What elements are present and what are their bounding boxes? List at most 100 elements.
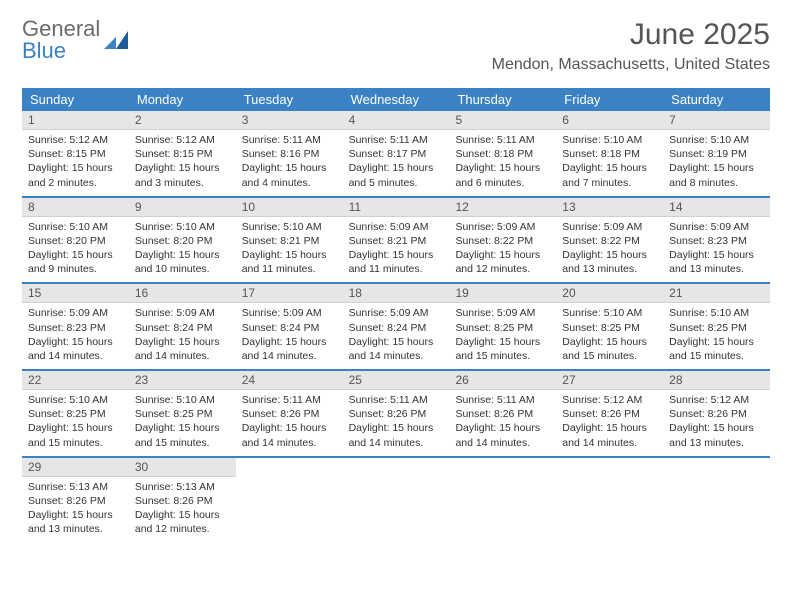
day-number: 22 <box>22 371 129 390</box>
calendar-cell: 24Sunrise: 5:11 AMSunset: 8:26 PMDayligh… <box>236 371 343 456</box>
calendar-cell-empty <box>449 458 556 543</box>
brand-text: General Blue <box>22 18 100 62</box>
day-number: 12 <box>449 198 556 217</box>
calendar-cell: 18Sunrise: 5:09 AMSunset: 8:24 PMDayligh… <box>343 284 450 369</box>
day-number: 5 <box>449 111 556 130</box>
day-body: Sunrise: 5:09 AMSunset: 8:22 PMDaylight:… <box>556 217 663 283</box>
calendar-cell: 8Sunrise: 5:10 AMSunset: 8:20 PMDaylight… <box>22 198 129 283</box>
day-number: 1 <box>22 111 129 130</box>
daylight-text: Daylight: 15 hours and 10 minutes. <box>135 248 230 276</box>
calendar-cell: 1Sunrise: 5:12 AMSunset: 8:15 PMDaylight… <box>22 111 129 196</box>
day-body: Sunrise: 5:10 AMSunset: 8:25 PMDaylight:… <box>556 303 663 369</box>
day-body: Sunrise: 5:10 AMSunset: 8:25 PMDaylight:… <box>663 303 770 369</box>
sunrise-text: Sunrise: 5:09 AM <box>135 306 230 320</box>
sunset-text: Sunset: 8:23 PM <box>28 321 123 335</box>
calendar-cell: 21Sunrise: 5:10 AMSunset: 8:25 PMDayligh… <box>663 284 770 369</box>
day-header: Wednesday <box>343 88 450 111</box>
calendar-cell: 30Sunrise: 5:13 AMSunset: 8:26 PMDayligh… <box>129 458 236 543</box>
day-header-row: SundayMondayTuesdayWednesdayThursdayFrid… <box>22 88 770 111</box>
daylight-text: Daylight: 15 hours and 11 minutes. <box>242 248 337 276</box>
calendar-cell: 23Sunrise: 5:10 AMSunset: 8:25 PMDayligh… <box>129 371 236 456</box>
day-body: Sunrise: 5:09 AMSunset: 8:23 PMDaylight:… <box>22 303 129 369</box>
day-number: 20 <box>556 284 663 303</box>
sunset-text: Sunset: 8:26 PM <box>242 407 337 421</box>
sunrise-text: Sunrise: 5:10 AM <box>135 220 230 234</box>
day-number: 8 <box>22 198 129 217</box>
week-row: 8Sunrise: 5:10 AMSunset: 8:20 PMDaylight… <box>22 198 770 285</box>
calendar-cell: 12Sunrise: 5:09 AMSunset: 8:22 PMDayligh… <box>449 198 556 283</box>
calendar-cell: 14Sunrise: 5:09 AMSunset: 8:23 PMDayligh… <box>663 198 770 283</box>
calendar-cell: 2Sunrise: 5:12 AMSunset: 8:15 PMDaylight… <box>129 111 236 196</box>
sunset-text: Sunset: 8:19 PM <box>669 147 764 161</box>
calendar-cell: 9Sunrise: 5:10 AMSunset: 8:20 PMDaylight… <box>129 198 236 283</box>
day-header: Monday <box>129 88 236 111</box>
day-number: 4 <box>343 111 450 130</box>
sunset-text: Sunset: 8:20 PM <box>28 234 123 248</box>
day-number: 18 <box>343 284 450 303</box>
sunrise-text: Sunrise: 5:12 AM <box>135 133 230 147</box>
day-body: Sunrise: 5:09 AMSunset: 8:24 PMDaylight:… <box>236 303 343 369</box>
daylight-text: Daylight: 15 hours and 6 minutes. <box>455 161 550 189</box>
day-number: 30 <box>129 458 236 477</box>
daylight-text: Daylight: 15 hours and 8 minutes. <box>669 161 764 189</box>
calendar-cell: 16Sunrise: 5:09 AMSunset: 8:24 PMDayligh… <box>129 284 236 369</box>
calendar-cell: 29Sunrise: 5:13 AMSunset: 8:26 PMDayligh… <box>22 458 129 543</box>
day-body: Sunrise: 5:09 AMSunset: 8:24 PMDaylight:… <box>343 303 450 369</box>
calendar-cell: 6Sunrise: 5:10 AMSunset: 8:18 PMDaylight… <box>556 111 663 196</box>
daylight-text: Daylight: 15 hours and 14 minutes. <box>28 335 123 363</box>
day-body: Sunrise: 5:10 AMSunset: 8:25 PMDaylight:… <box>22 390 129 456</box>
daylight-text: Daylight: 15 hours and 15 minutes. <box>669 335 764 363</box>
sunset-text: Sunset: 8:25 PM <box>562 321 657 335</box>
day-number: 16 <box>129 284 236 303</box>
sunrise-text: Sunrise: 5:09 AM <box>669 220 764 234</box>
sunset-text: Sunset: 8:20 PM <box>135 234 230 248</box>
day-body: Sunrise: 5:10 AMSunset: 8:21 PMDaylight:… <box>236 217 343 283</box>
sunset-text: Sunset: 8:16 PM <box>242 147 337 161</box>
calendar-cell: 19Sunrise: 5:09 AMSunset: 8:25 PMDayligh… <box>449 284 556 369</box>
sunset-text: Sunset: 8:24 PM <box>242 321 337 335</box>
sunset-text: Sunset: 8:18 PM <box>562 147 657 161</box>
brand-word2: Blue <box>22 40 100 62</box>
day-body: Sunrise: 5:10 AMSunset: 8:20 PMDaylight:… <box>129 217 236 283</box>
sunset-text: Sunset: 8:26 PM <box>669 407 764 421</box>
sunrise-text: Sunrise: 5:10 AM <box>669 133 764 147</box>
calendar: SundayMondayTuesdayWednesdayThursdayFrid… <box>22 88 770 542</box>
location-text: Mendon, Massachusetts, United States <box>492 56 770 74</box>
sunset-text: Sunset: 8:15 PM <box>135 147 230 161</box>
calendar-cell: 17Sunrise: 5:09 AMSunset: 8:24 PMDayligh… <box>236 284 343 369</box>
sunrise-text: Sunrise: 5:13 AM <box>28 480 123 494</box>
sunrise-text: Sunrise: 5:12 AM <box>562 393 657 407</box>
daylight-text: Daylight: 15 hours and 5 minutes. <box>349 161 444 189</box>
day-number: 3 <box>236 111 343 130</box>
month-title: June 2025 <box>492 18 770 52</box>
sunrise-text: Sunrise: 5:09 AM <box>349 220 444 234</box>
day-body: Sunrise: 5:10 AMSunset: 8:18 PMDaylight:… <box>556 130 663 196</box>
daylight-text: Daylight: 15 hours and 2 minutes. <box>28 161 123 189</box>
day-number: 15 <box>22 284 129 303</box>
day-body: Sunrise: 5:09 AMSunset: 8:22 PMDaylight:… <box>449 217 556 283</box>
week-row: 29Sunrise: 5:13 AMSunset: 8:26 PMDayligh… <box>22 458 770 543</box>
sunset-text: Sunset: 8:26 PM <box>455 407 550 421</box>
header: General Blue June 2025 Mendon, Massachus… <box>22 18 770 74</box>
day-body: Sunrise: 5:11 AMSunset: 8:18 PMDaylight:… <box>449 130 556 196</box>
daylight-text: Daylight: 15 hours and 14 minutes. <box>135 335 230 363</box>
calendar-cell: 13Sunrise: 5:09 AMSunset: 8:22 PMDayligh… <box>556 198 663 283</box>
day-body: Sunrise: 5:11 AMSunset: 8:26 PMDaylight:… <box>236 390 343 456</box>
day-number: 23 <box>129 371 236 390</box>
sunrise-text: Sunrise: 5:10 AM <box>562 133 657 147</box>
daylight-text: Daylight: 15 hours and 12 minutes. <box>135 508 230 536</box>
daylight-text: Daylight: 15 hours and 14 minutes. <box>349 335 444 363</box>
calendar-cell-empty <box>236 458 343 543</box>
sunset-text: Sunset: 8:18 PM <box>455 147 550 161</box>
daylight-text: Daylight: 15 hours and 13 minutes. <box>562 248 657 276</box>
sunrise-text: Sunrise: 5:12 AM <box>669 393 764 407</box>
calendar-cell: 20Sunrise: 5:10 AMSunset: 8:25 PMDayligh… <box>556 284 663 369</box>
calendar-cell: 27Sunrise: 5:12 AMSunset: 8:26 PMDayligh… <box>556 371 663 456</box>
daylight-text: Daylight: 15 hours and 15 minutes. <box>28 421 123 449</box>
daylight-text: Daylight: 15 hours and 15 minutes. <box>562 335 657 363</box>
calendar-cell: 10Sunrise: 5:10 AMSunset: 8:21 PMDayligh… <box>236 198 343 283</box>
sunset-text: Sunset: 8:25 PM <box>669 321 764 335</box>
sunset-text: Sunset: 8:25 PM <box>455 321 550 335</box>
sunrise-text: Sunrise: 5:10 AM <box>242 220 337 234</box>
day-body: Sunrise: 5:09 AMSunset: 8:24 PMDaylight:… <box>129 303 236 369</box>
